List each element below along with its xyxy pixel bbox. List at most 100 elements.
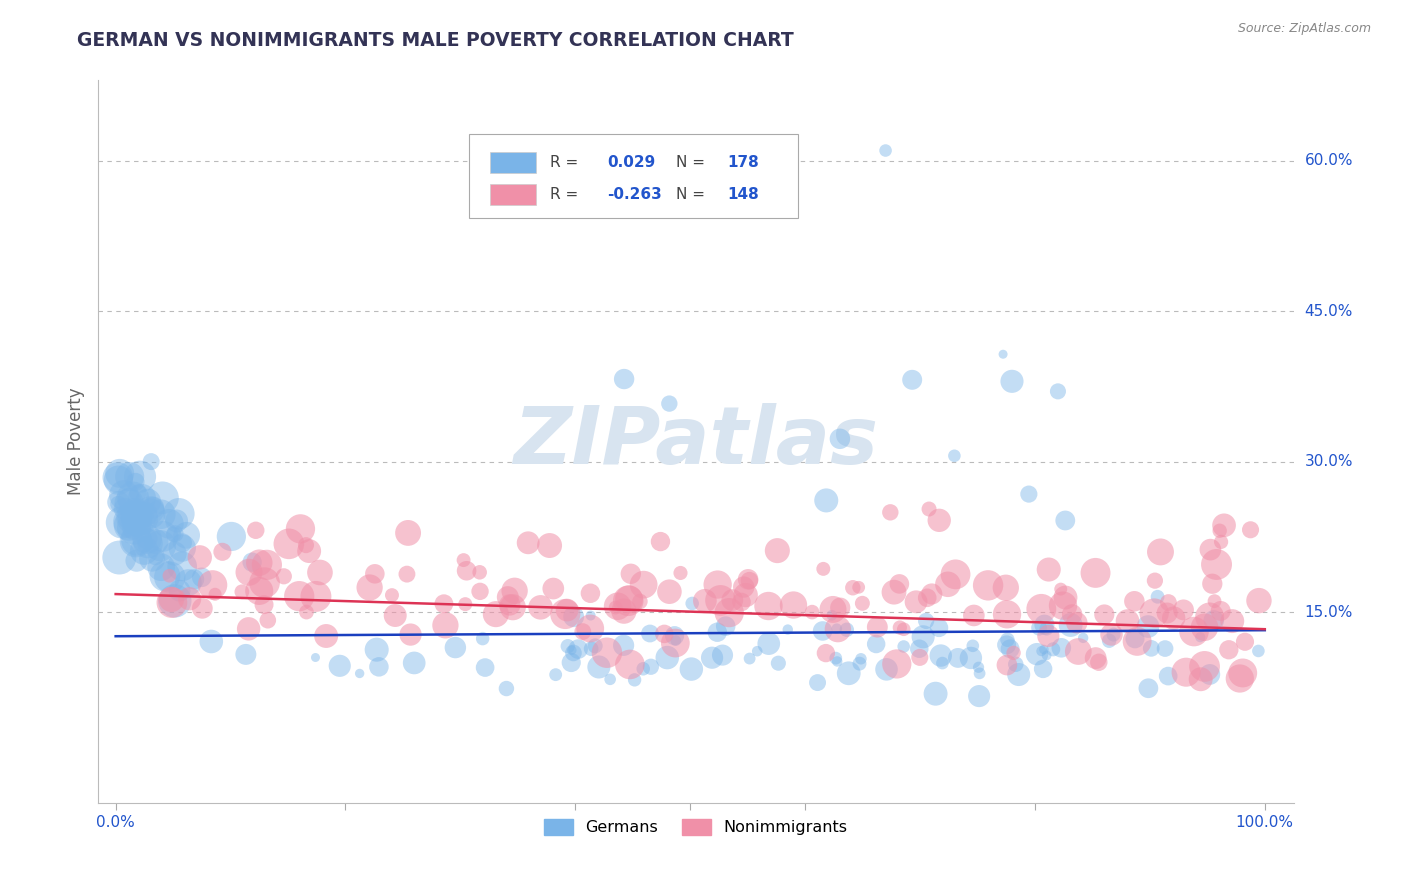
Point: [963, 608, 986, 623]
Point: [163, 547, 186, 561]
Point: [125, 509, 148, 524]
Point: [295, 538, 318, 552]
Point: [936, 577, 959, 591]
Text: N =: N =: [676, 187, 710, 202]
Point: [561, 643, 583, 657]
Point: [814, 646, 837, 660]
Point: [188, 550, 211, 565]
Point: [830, 600, 852, 615]
Point: [664, 629, 686, 643]
Point: [1054, 514, 1077, 528]
Point: [309, 566, 332, 580]
Point: [1038, 629, 1060, 643]
Point: [1209, 535, 1232, 549]
Point: [149, 507, 172, 521]
Point: [929, 648, 952, 663]
Point: [579, 622, 602, 636]
Point: [1004, 657, 1026, 672]
Text: N =: N =: [676, 155, 710, 170]
Point: [485, 607, 508, 621]
Point: [579, 586, 602, 600]
Point: [139, 503, 162, 517]
Point: [619, 657, 641, 672]
Point: [1042, 642, 1064, 657]
Point: [167, 507, 190, 521]
Point: [125, 554, 148, 568]
Point: [924, 687, 946, 701]
Point: [623, 673, 645, 687]
Point: [588, 660, 610, 674]
Point: [120, 510, 142, 524]
Text: 30.0%: 30.0%: [1305, 454, 1353, 469]
Point: [1202, 614, 1225, 628]
Point: [969, 666, 991, 681]
Point: [1208, 524, 1230, 538]
Text: 60.0%: 60.0%: [1305, 153, 1353, 168]
Point: [658, 584, 681, 599]
Point: [456, 564, 478, 578]
Point: [118, 496, 141, 510]
Point: [1028, 621, 1050, 635]
Point: [221, 529, 243, 543]
Point: [368, 660, 391, 674]
Point: [1204, 594, 1226, 608]
Point: [835, 623, 858, 637]
Point: [150, 560, 173, 574]
Point: [107, 473, 129, 487]
Point: [177, 575, 200, 590]
Point: [134, 537, 156, 551]
Point: [918, 502, 941, 516]
Point: [172, 541, 194, 555]
Point: [235, 648, 257, 662]
Point: [962, 639, 984, 653]
Point: [288, 589, 311, 603]
Point: [145, 550, 167, 565]
Text: 178: 178: [727, 155, 759, 170]
Point: [828, 432, 851, 446]
Point: [889, 577, 911, 591]
Point: [617, 594, 640, 608]
Point: [160, 592, 183, 607]
Point: [1198, 667, 1220, 681]
Point: [718, 606, 741, 620]
Point: [738, 651, 761, 665]
Point: [471, 632, 494, 646]
Point: [758, 599, 780, 613]
Point: [658, 396, 681, 410]
Point: [631, 662, 654, 676]
Point: [107, 497, 129, 511]
Point: [613, 604, 636, 618]
Point: [384, 608, 406, 623]
Point: [1049, 582, 1071, 596]
Point: [503, 583, 526, 598]
Point: [714, 619, 737, 633]
Point: [1163, 611, 1185, 625]
Point: [997, 632, 1019, 647]
Point: [1026, 647, 1049, 661]
Point: [453, 553, 475, 567]
Bar: [491, 184, 536, 205]
Point: [273, 569, 295, 583]
Point: [821, 602, 844, 616]
Point: [169, 583, 191, 598]
Point: [1054, 591, 1077, 605]
Point: [107, 495, 129, 509]
Point: [824, 651, 846, 665]
Point: [1088, 655, 1111, 669]
Point: [364, 566, 387, 581]
Point: [201, 578, 224, 592]
Point: [125, 533, 148, 548]
Point: [1154, 641, 1177, 656]
Point: [838, 666, 860, 681]
Point: [496, 590, 519, 604]
Point: [905, 595, 928, 609]
Point: [606, 599, 628, 614]
Point: [738, 574, 761, 588]
Point: [149, 539, 172, 553]
Point: [1031, 602, 1053, 616]
Point: [136, 536, 159, 550]
Point: [998, 641, 1021, 656]
Point: [782, 598, 804, 612]
Point: [599, 673, 621, 687]
Point: [768, 656, 790, 670]
